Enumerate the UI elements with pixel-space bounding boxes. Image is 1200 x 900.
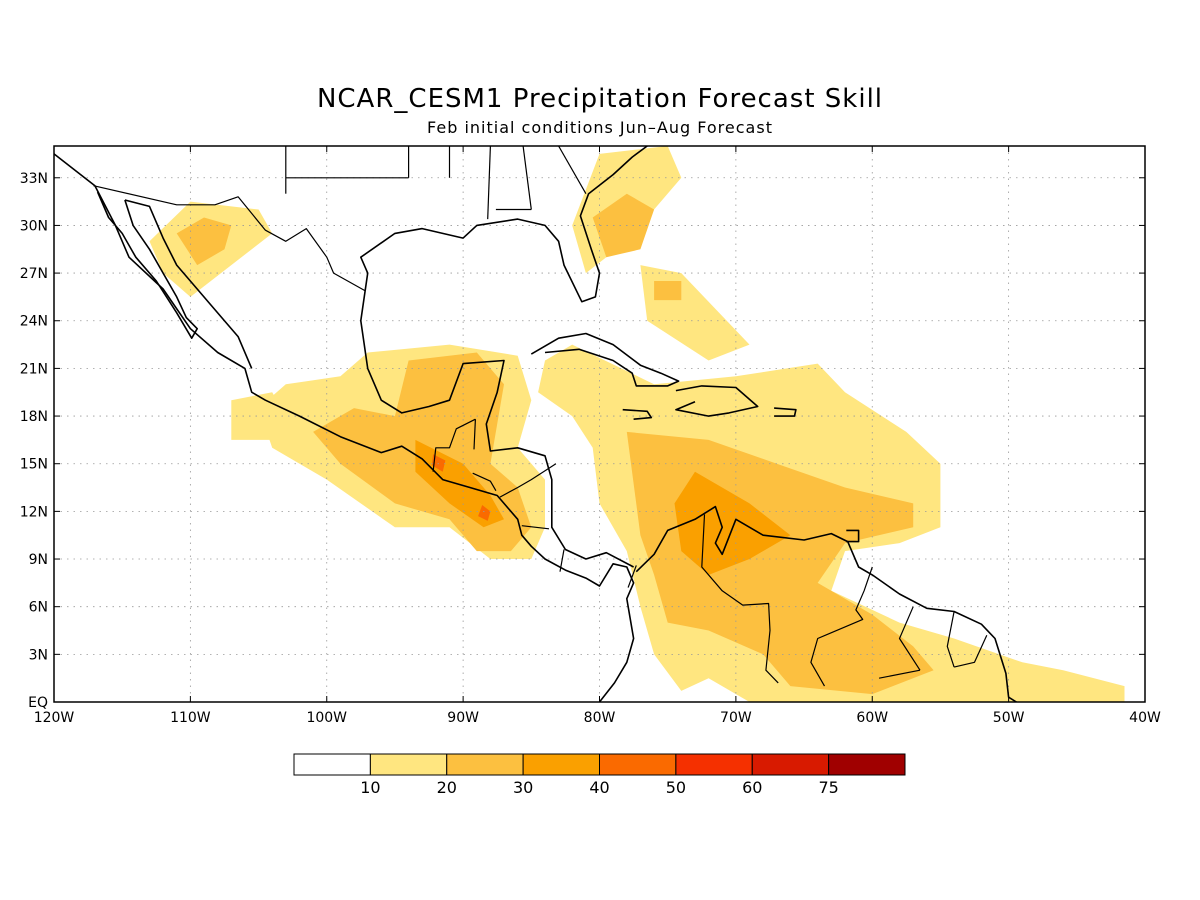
skill-region-level-4	[478, 505, 491, 521]
colorbar-label: 30	[513, 778, 533, 797]
border-line	[953, 635, 988, 668]
colorbar-swatch	[369, 753, 448, 776]
lon-tick-label: 50W	[993, 710, 1025, 726]
colorbar-label: 20	[437, 778, 457, 797]
coastline	[54, 153, 635, 702]
border-line	[522, 146, 532, 210]
lon-tick-label: 120W	[34, 710, 75, 726]
axis-labels-layer: 120W 110W 100W 90W 80W 70W 60W 50W 40W EQ 3N 6N 9N 12…	[20, 146, 1161, 726]
colorbar-label: 10	[360, 778, 380, 797]
border-line	[898, 606, 921, 671]
lat-tick-label: 24N	[20, 314, 48, 330]
colorbar-swatch	[293, 753, 371, 776]
border-line	[499, 463, 557, 498]
border-line	[487, 146, 491, 220]
colorbar-label: 75	[818, 778, 838, 797]
coastline-layer	[54, 146, 1018, 702]
colorbar-swatch	[446, 753, 524, 776]
colorbar-swatch	[522, 753, 600, 776]
colorbar: 10 20 30 40 50 60 75	[293, 753, 906, 797]
border-line	[559, 549, 565, 572]
colorbar-swatch	[599, 753, 677, 776]
border-line	[878, 669, 921, 679]
skill-region-level-1	[640, 265, 750, 361]
colorbar-swatch	[828, 753, 906, 776]
lon-tick-label: 100W	[306, 710, 347, 726]
coastline	[635, 505, 1018, 702]
lon-tick-label: 70W	[720, 710, 752, 726]
lat-tick-label: 18N	[20, 409, 48, 425]
lat-tick-label: 30N	[20, 218, 48, 234]
skill-region-level-2	[176, 217, 232, 266]
coastline	[530, 332, 680, 387]
lat-tick-label: 27N	[20, 266, 48, 282]
colorbar-swatch	[675, 753, 753, 776]
lat-tick-label: EQ	[28, 695, 48, 711]
colorbar-label: 40	[589, 778, 609, 797]
border-line	[473, 419, 476, 450]
lat-tick-label: 3N	[29, 647, 48, 663]
coastline	[96, 191, 198, 340]
lon-tick-label: 80W	[584, 710, 616, 726]
coastline	[359, 146, 648, 568]
lat-tick-label: 15N	[20, 457, 48, 473]
border-line	[558, 146, 587, 194]
lat-tick-label: 33N	[20, 171, 48, 187]
skill-shading-layer	[149, 146, 1125, 702]
map-title: NCAR_CESM1 Precipitation Forecast Skill	[316, 84, 884, 114]
lon-tick-label: 90W	[447, 710, 479, 726]
coastline	[124, 199, 253, 369]
border-line	[432, 418, 476, 472]
border-line	[627, 565, 637, 588]
skill-region-level-3	[674, 471, 791, 575]
lat-tick-label: 21N	[20, 361, 48, 377]
border-line	[810, 566, 873, 687]
border-line	[93, 185, 366, 292]
skill-region-level-2	[654, 281, 682, 301]
skill-region-level-2	[592, 193, 655, 258]
lat-tick-label: 12N	[20, 504, 48, 520]
colorbar-label: 60	[742, 778, 762, 797]
colorbar-label: 50	[666, 778, 686, 797]
lat-tick-label: 6N	[29, 600, 48, 616]
border-line	[521, 525, 550, 530]
lon-tick-label: 110W	[170, 710, 211, 726]
border-line	[472, 472, 497, 492]
lon-tick-label: 40W	[1129, 710, 1161, 726]
coastline	[675, 385, 759, 417]
lat-tick-label: 9N	[29, 552, 48, 568]
border-line	[946, 611, 955, 668]
lon-tick-label: 60W	[856, 710, 888, 726]
border-line	[701, 514, 779, 684]
coastline	[774, 407, 797, 417]
coastline	[622, 408, 653, 420]
coastline	[846, 529, 860, 543]
map-subtitle: Feb initial conditions Jun–Aug Forecast	[427, 118, 773, 137]
colorbar-swatch	[751, 753, 830, 776]
skill-region-level-4	[431, 454, 446, 472]
